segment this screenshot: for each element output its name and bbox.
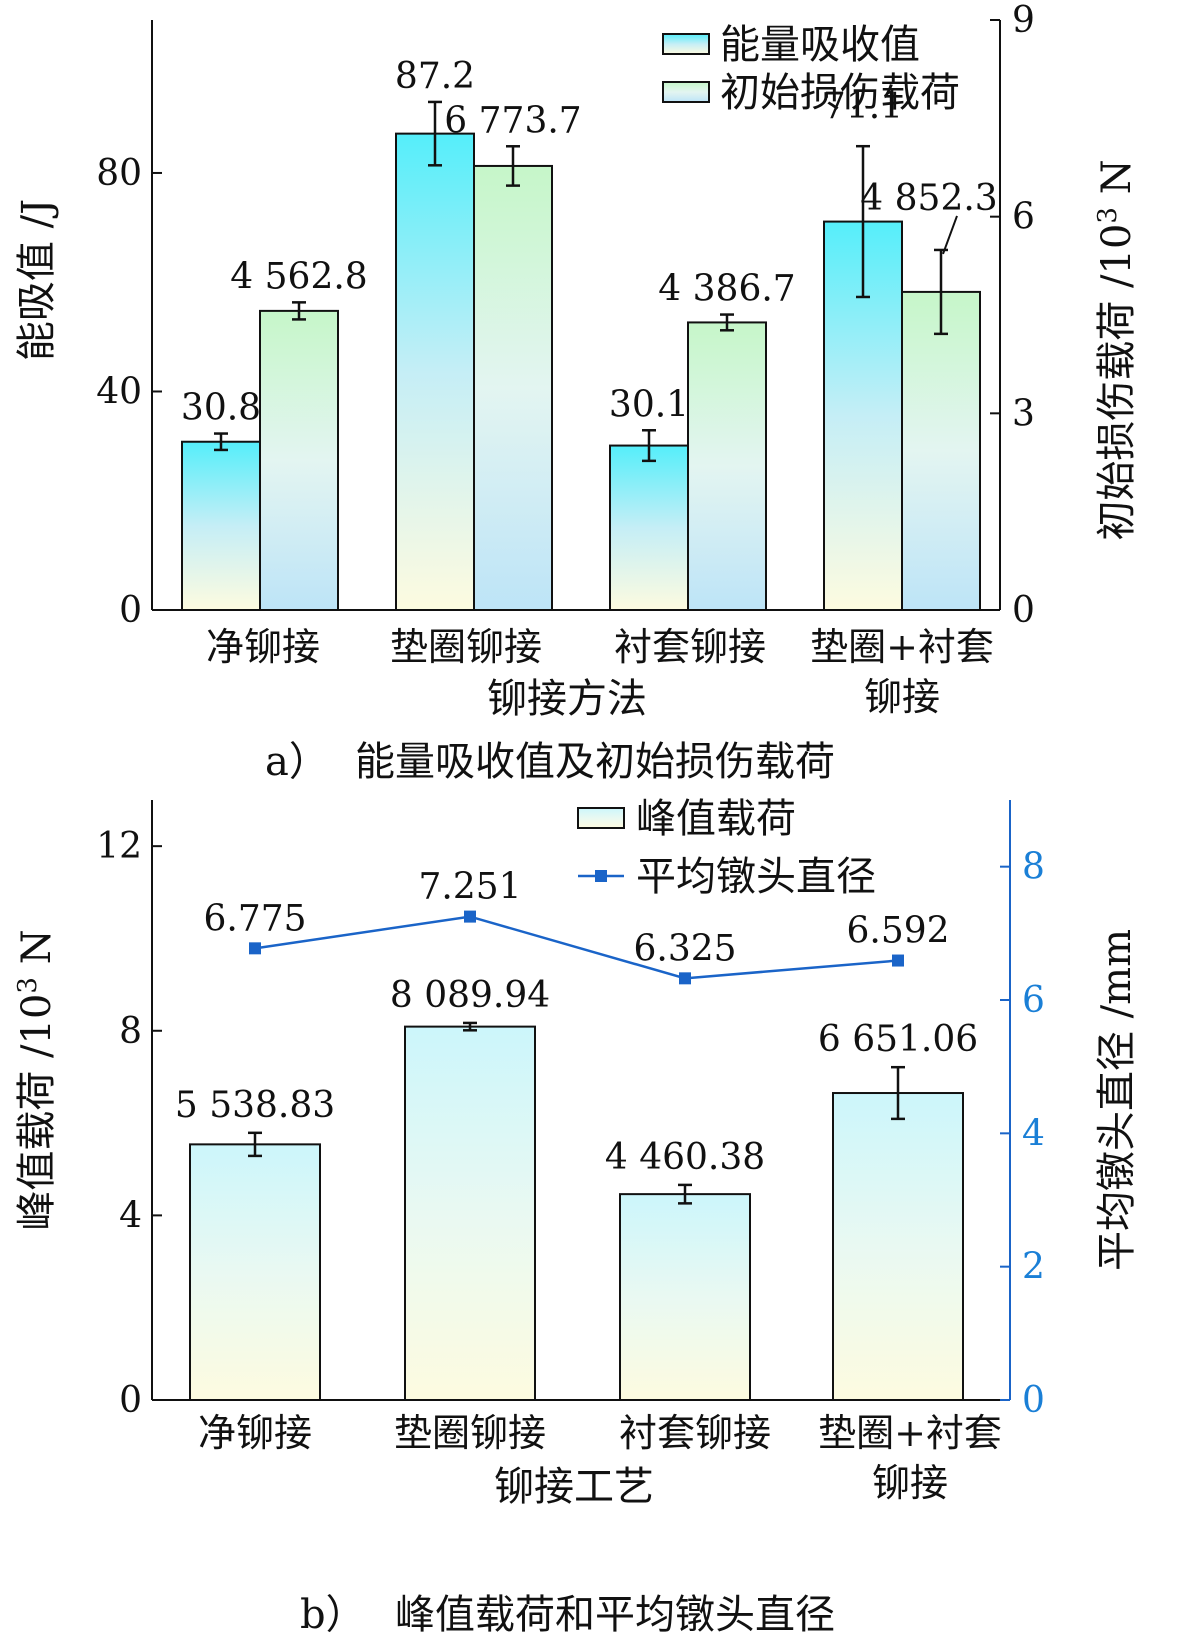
y2-axis-title: 平均镦头直径 /mm [1094, 929, 1140, 1271]
y2-tick-label: 6 [1022, 980, 1045, 1021]
data-label-peak-load: 4 460.38 [605, 1137, 765, 1178]
chart-b: 0 4 8 12 0 2 4 6 8 5 538.83 8 089.94 4 460.38 6 651.… [13, 796, 1140, 1638]
data-label-initial-load: 6 773.7 [444, 100, 581, 141]
chart-a: 0 40 80 0 3 6 9 30.8 4 562.8 87.26 773.7 30.1 4 386… [14, 0, 1140, 785]
point-upset-diameter [249, 942, 261, 955]
data-label-upset-diameter: 6.775 [203, 898, 306, 939]
data-label-leader [942, 215, 958, 255]
x-tick-label: 垫圈铆接 [390, 625, 542, 669]
error-bar-energy [214, 432, 228, 452]
bar-energy [395, 132, 475, 611]
x-axis-title: 铆接工艺 [494, 1464, 654, 1510]
data-label-energy: 30.1 [609, 384, 689, 425]
bar-energy [181, 440, 261, 612]
y2-tick-label: 6 [1012, 197, 1035, 238]
data-label-peak-load: 8 089.94 [390, 975, 550, 1016]
y2-tick-label: 3 [1012, 393, 1035, 434]
bar-peak-load [404, 1025, 536, 1401]
y2-tick-label: 0 [1012, 590, 1035, 631]
caption-prefix: a） [265, 739, 329, 785]
x-tick-label: 垫圈铆接 [394, 1411, 546, 1455]
error-bar-initial-load [506, 145, 520, 187]
error-bar-peak-load [463, 1021, 477, 1032]
y-tick-label: 0 [119, 590, 142, 631]
error-bar-energy [856, 144, 870, 299]
bar-peak-load [619, 1193, 751, 1402]
bar-energy [609, 444, 689, 611]
point-upset-diameter [892, 954, 904, 967]
y-tick-label: 12 [96, 826, 142, 867]
y2-tick-label: 4 [1022, 1113, 1045, 1154]
y-tick-label: 4 [119, 1195, 142, 1236]
x-tick-label: 垫圈+衬套 [818, 1411, 1002, 1455]
caption: 峰值载荷和平均镦头直径 [395, 1592, 835, 1638]
error-bar-peak-load [248, 1131, 262, 1158]
bar-initial-load [259, 309, 339, 611]
error-bar-initial-load [934, 248, 948, 336]
data-label-initial-load: 4 562.8 [230, 256, 367, 297]
point-upset-diameter [679, 972, 691, 985]
y-tick-label: 8 [119, 1011, 142, 1052]
legend-label-energy: 能量吸收值 [720, 22, 920, 68]
data-label-peak-load: 5 538.83 [175, 1085, 335, 1126]
x-tick-label: 净铆接 [198, 1411, 312, 1455]
error-bar-initial-load [720, 313, 734, 332]
data-label-energy: 87.2 [395, 56, 475, 97]
y2-axis-title: 初始损伤载荷 /103 N [1093, 159, 1140, 540]
x-tick-label: 衬套铆接 [619, 1411, 771, 1455]
legend-label-initial-load: 初始损伤载荷 [720, 70, 960, 116]
caption-prefix: b） [300, 1592, 366, 1638]
bar-initial-load [473, 164, 553, 612]
error-bar-energy [428, 100, 442, 167]
x-tick-label: 垫圈+衬套 [810, 625, 994, 669]
y2-tick-label: 2 [1022, 1247, 1045, 1288]
error-bar-peak-load [678, 1183, 692, 1205]
legend-label-upset-diameter: 平均镦头直径 [636, 854, 876, 900]
y-axis-title: 峰值载荷 /103 N [13, 929, 60, 1230]
point-upset-diameter [464, 910, 476, 923]
y2-tick-label: 0 [1022, 1380, 1045, 1421]
y-tick-label: 40 [96, 371, 142, 412]
caption: 能量吸收值及初始损伤载荷 [355, 739, 835, 785]
data-label-upset-diameter: 6.592 [846, 911, 949, 952]
error-bar-initial-load [292, 301, 306, 321]
y-axis-title: 能吸值 /J [14, 199, 60, 361]
data-label-upset-diameter: 6.325 [633, 928, 736, 969]
x-tick-label: 铆接 [872, 1461, 948, 1505]
legend-marker-upset-diameter [595, 870, 607, 882]
x-axis-title: 铆接方法 [487, 676, 647, 722]
y2-tick-label: 9 [1012, 0, 1035, 41]
legend-label-peak-load: 峰值载荷 [636, 796, 796, 842]
data-label-initial-load: 4 386.7 [658, 269, 795, 310]
bar-peak-load [832, 1092, 964, 1401]
data-label-peak-load: 6 651.06 [818, 1019, 978, 1060]
data-label-initial-load: 4 852.3 [860, 178, 997, 219]
x-tick-label: 净铆接 [206, 625, 320, 669]
y-tick-label: 0 [119, 1380, 142, 1421]
legend-swatch-peak-load [577, 807, 625, 829]
bar-initial-load [687, 321, 767, 611]
legend-swatch-initial-load [662, 81, 710, 103]
y2-tick-label: 8 [1022, 847, 1045, 888]
y-tick-label: 80 [96, 153, 142, 194]
x-tick-label: 铆接 [864, 675, 940, 719]
bar-initial-load [901, 290, 981, 611]
line-upset-diameter [254, 915, 899, 980]
bar-peak-load [189, 1143, 321, 1401]
error-bar-peak-load [891, 1065, 905, 1121]
data-label-upset-diameter: 7.251 [418, 867, 521, 908]
error-bar-energy [642, 429, 656, 463]
data-label-energy: 30.8 [181, 388, 261, 429]
legend-swatch-energy [662, 33, 710, 55]
data-label-energy: 71.1 [823, 86, 903, 127]
x-tick-label: 衬套铆接 [614, 625, 766, 669]
